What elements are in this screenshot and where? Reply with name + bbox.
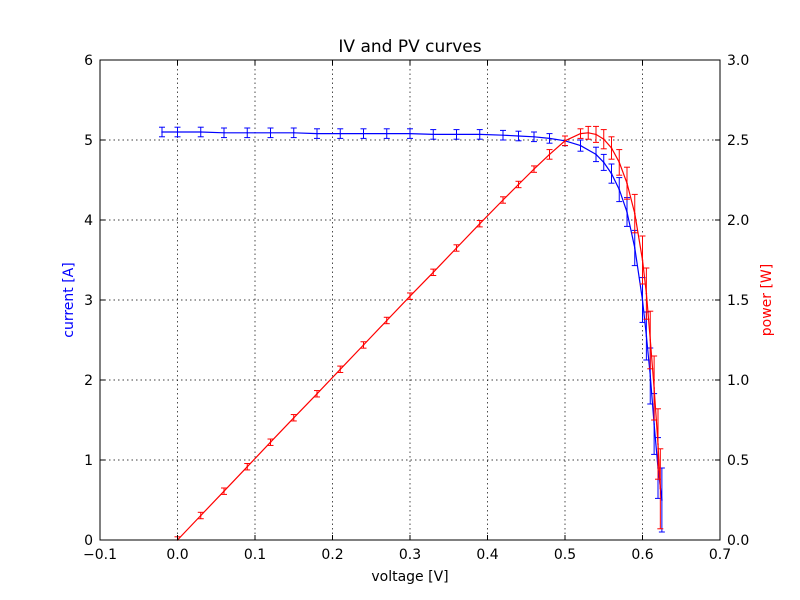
current-data-point (618, 188, 621, 191)
power-data-point (610, 147, 613, 149)
x-tick-label: 0.3 (399, 547, 421, 563)
right-tick-label: 1.5 (727, 293, 749, 309)
current-data-point (649, 375, 652, 377)
right-tick-label: 3.0 (727, 53, 749, 69)
x-tick-label: 0.7 (709, 547, 731, 563)
power-data-point (432, 271, 435, 274)
left-tick-label: 3 (84, 293, 93, 309)
current-data-point (633, 247, 636, 249)
left-tick-label: 6 (84, 53, 93, 69)
power-data-point (645, 292, 648, 295)
current-data-point (626, 211, 628, 213)
power-data-point (633, 212, 636, 215)
power-data-point (199, 514, 202, 517)
power-data-point (517, 183, 520, 186)
power-data-point (502, 199, 504, 201)
current-data-point (385, 132, 388, 135)
current-data-point (579, 144, 582, 147)
power-data-point (618, 161, 621, 164)
right-tick-label: 0.5 (727, 453, 749, 469)
power-data-point (579, 132, 582, 135)
current-data-point (602, 161, 605, 164)
current-data-point (269, 132, 272, 134)
current-data-point (641, 299, 644, 301)
power-data-point (649, 339, 652, 341)
left-tick-label: 2 (84, 373, 93, 389)
power-data-point (269, 441, 272, 444)
power-data-point (626, 182, 628, 184)
current-data-point (653, 423, 655, 425)
power-data-point (587, 132, 590, 134)
x-tick-label: 0.4 (476, 547, 498, 563)
x-tick-label: 0.2 (321, 547, 343, 563)
current-data-point (409, 132, 411, 135)
left-axis-label: current [A] (61, 262, 77, 337)
current-data-point (223, 132, 225, 134)
power-data-point (292, 416, 295, 419)
current-data-point (455, 133, 458, 136)
current-data-point (502, 134, 504, 136)
current-data-point (478, 133, 481, 136)
left-tick-label: 1 (84, 453, 93, 469)
left-tick-label: 5 (84, 133, 93, 149)
series-layer (159, 125, 665, 541)
current-data-point (517, 135, 520, 137)
x-tick-label: 0.5 (554, 547, 576, 563)
power-data-point (595, 133, 597, 136)
left-tick-label: 4 (84, 213, 93, 229)
power-data-point (385, 319, 388, 322)
power-data-point (657, 443, 659, 445)
current-data-point (199, 131, 202, 133)
power-data-point (316, 392, 318, 395)
power-data-point (548, 153, 551, 156)
current-data-point (316, 132, 318, 135)
power-data-point (339, 368, 342, 371)
power-data-point (653, 387, 655, 389)
current-data-point (432, 133, 435, 136)
right-tick-label: 1.0 (727, 373, 749, 389)
left-tick-label: 0 (84, 533, 93, 549)
right-tick-label: 2.5 (727, 133, 749, 149)
current-data-point (246, 132, 249, 134)
current-data-point (339, 132, 342, 135)
current-data-point (661, 499, 663, 501)
power-data-point (533, 168, 535, 170)
right-tick-label: 0.0 (727, 533, 749, 549)
x-tick-label: 0.1 (244, 547, 266, 563)
chart-title: IV and PV curves (338, 37, 481, 57)
power-data-point (409, 295, 411, 297)
x-tick-label: 0.0 (166, 547, 188, 563)
current-data-point (595, 153, 597, 156)
ticks: −0.1 0.0 0.1 0.2 0.3 0.4 0.5 0.6 0.7 0 1 2 3 4 5 6 0.0 0.… (83, 53, 749, 563)
right-axis-label: power [W] (759, 264, 775, 337)
current-data-point (161, 131, 163, 133)
current-data-point (645, 335, 648, 337)
current-data-point (292, 132, 295, 134)
x-tick-label: 0.6 (631, 547, 653, 563)
power-data-point (362, 344, 365, 346)
power-data-point (641, 259, 644, 261)
power-data-point (455, 247, 458, 249)
right-tick-label: 2.0 (727, 213, 749, 229)
current-data-point (548, 137, 551, 140)
power-data-point (478, 222, 481, 225)
current-data-point (176, 131, 179, 133)
power-data-point (246, 465, 249, 468)
power-data-point (602, 138, 605, 140)
x-tick-label: −0.1 (83, 547, 117, 563)
power-data-point (659, 488, 662, 490)
x-axis-label: voltage [V] (371, 569, 448, 585)
current-data-point (362, 132, 365, 135)
power-data-point (564, 140, 566, 142)
power-data-point (223, 490, 225, 493)
current-data-point (610, 172, 613, 175)
current-data-point (533, 136, 535, 138)
